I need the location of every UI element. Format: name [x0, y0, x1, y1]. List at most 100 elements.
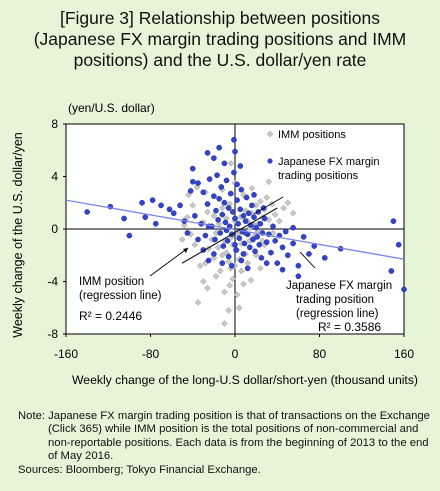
fx-point [268, 249, 274, 256]
fx-point [238, 186, 245, 193]
fx-point [235, 220, 242, 227]
fx-point [243, 194, 250, 201]
fx-point [270, 223, 276, 230]
fx-point [189, 165, 196, 172]
fx-point [237, 163, 244, 169]
fx-point [401, 286, 407, 293]
fx-point [221, 199, 228, 206]
fx-point [231, 136, 237, 143]
imm-point [218, 204, 226, 212]
fx-point [149, 197, 156, 203]
imm-point [178, 236, 186, 243]
imm-point [229, 275, 237, 283]
fx-point [214, 172, 220, 179]
fx-point [205, 257, 212, 264]
imm-annotation-pointer [253, 196, 284, 215]
sources-text: Sources: Bloomberg; Tokyo Financial Exch… [18, 463, 261, 476]
imm-point [199, 278, 207, 285]
imm-point [256, 198, 264, 205]
imm-point [235, 304, 243, 312]
fx-point [225, 205, 232, 211]
imm-point [191, 241, 199, 249]
fx-point [240, 213, 247, 219]
x-tick-label: -160 [54, 347, 78, 361]
fx-point [216, 195, 223, 202]
imm-point [225, 258, 233, 266]
fx-point [244, 265, 251, 272]
legend-imm-label: IMM positions [278, 129, 346, 141]
y-tick-label: 8 [51, 117, 58, 131]
fx-point [192, 213, 198, 219]
figure-title: [Figure 3] Relationship between position… [0, 8, 440, 71]
fx-point [246, 244, 253, 251]
fx-point [166, 206, 173, 213]
fx-point [234, 181, 240, 188]
note: Note: Japanese FX margin trading positio… [18, 410, 432, 477]
fx-point [290, 224, 296, 231]
imm-annotation-arrow [149, 247, 189, 277]
fx-point [390, 218, 397, 224]
fx-point [250, 236, 256, 243]
fx-point [211, 155, 217, 161]
imm-point [196, 262, 204, 270]
imm-annotation-title: IMM position [79, 276, 144, 288]
fx-point [220, 243, 227, 249]
imm-point [184, 213, 191, 221]
fx-point [232, 148, 238, 155]
fx-point [279, 244, 286, 251]
fx-point [170, 210, 177, 217]
fx-point [388, 268, 395, 274]
imm-point [225, 307, 233, 314]
fx-point [253, 224, 259, 231]
imm-annotation-arrowhead [183, 248, 188, 253]
imm-point [210, 212, 218, 220]
fx-point [233, 247, 239, 253]
fx-point [221, 160, 228, 167]
imm-point [204, 284, 211, 292]
fx-point [295, 262, 302, 269]
imm-point [289, 209, 297, 217]
imm-point [237, 267, 245, 275]
fx-point [223, 177, 230, 184]
fx-point [158, 202, 164, 209]
legend-fx-label-line1: Japanese FX margin [278, 156, 380, 168]
imm-point [227, 160, 235, 167]
fx-point [282, 228, 289, 235]
fx-annotation-r2: R² = 0.3586 [318, 320, 381, 334]
fx-point [279, 266, 286, 273]
legend-fx-marker [267, 158, 273, 164]
fx-point [215, 216, 221, 223]
fx-point [284, 252, 291, 259]
fx-point [227, 190, 234, 197]
y-axis-label: Weekly change of the U.S. dollar/yen [11, 132, 25, 337]
imm-point [180, 221, 188, 229]
x-axis-label: Weekly change of the long-U.S dollar/sho… [72, 373, 418, 387]
fx-point [84, 209, 90, 215]
imm-point [280, 204, 287, 212]
y-tick-label: 4 [51, 170, 58, 184]
fx-point [219, 260, 226, 266]
fx-annotation-line3: (regression line) [296, 308, 379, 320]
fx-point [290, 240, 296, 247]
fx-point [206, 176, 213, 182]
fx-point [241, 240, 248, 247]
imm-point [276, 217, 283, 225]
fx-point [219, 211, 226, 218]
fx-point [216, 144, 223, 151]
fx-point [252, 248, 258, 255]
x-tick-label: 0 [232, 347, 239, 361]
fx-point [200, 189, 207, 196]
fx-annotation-line1: Japanese FX margin [286, 280, 392, 292]
fx-point [306, 251, 312, 257]
imm-point [240, 280, 247, 288]
fx-point [228, 262, 235, 269]
imm-point [189, 202, 197, 209]
fx-point [211, 193, 217, 200]
fx-point [232, 215, 238, 222]
fx-annotation-line2: trading position [296, 294, 374, 306]
fx-point [395, 241, 402, 248]
y-tick-label: -4 [47, 275, 58, 289]
fx-point [184, 230, 191, 236]
x-tick-label: -80 [142, 347, 160, 361]
